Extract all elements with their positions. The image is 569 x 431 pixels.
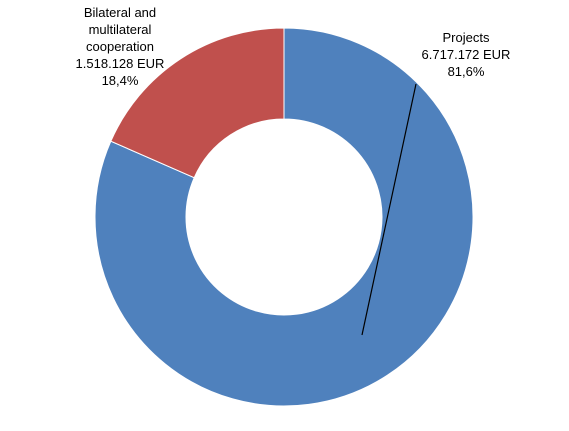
slice-projects (94, 27, 474, 407)
data-label-cooperation-value: 1.518.128 EUR (75, 56, 165, 71)
data-label-cooperation: Bilateral and multilateral cooperation 1… (25, 4, 215, 89)
data-label-projects-name: Projects (442, 30, 490, 45)
data-label-cooperation-name-line-3: cooperation (86, 39, 154, 54)
data-label-projects-percent: 81,6% (447, 64, 485, 79)
data-label-projects: Projects 6.717.172 EUR 81,6% (386, 29, 546, 80)
slice-cooperation (110, 27, 285, 179)
leader-line-projects (361, 83, 417, 336)
data-label-cooperation-name-line-1: Bilateral and (83, 5, 157, 20)
data-label-projects-value: 6.717.172 EUR (421, 47, 511, 62)
data-label-cooperation-percent: 18,4% (101, 73, 139, 88)
data-label-cooperation-name-line-2: multilateral (88, 22, 152, 37)
